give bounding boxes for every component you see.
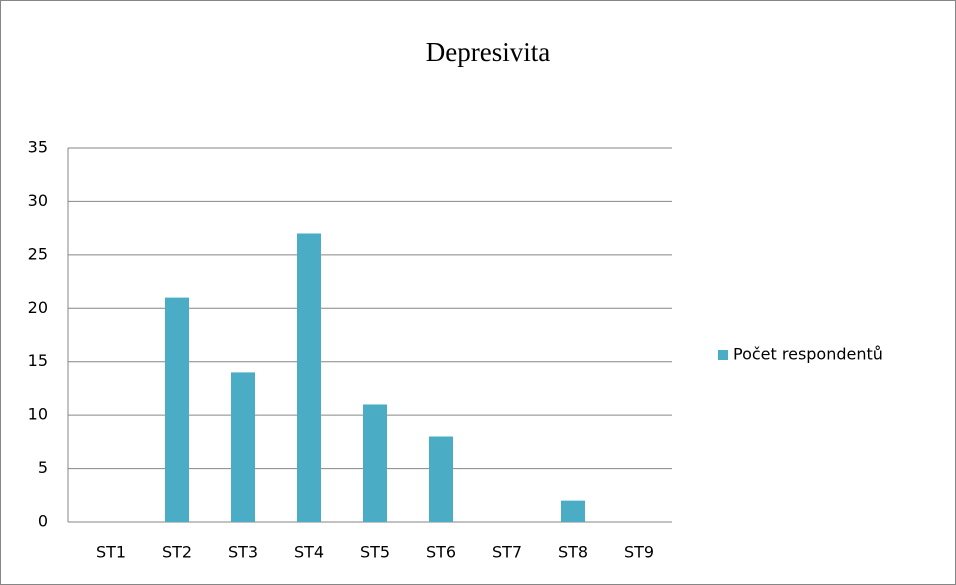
bar bbox=[297, 233, 321, 522]
y-tick-label: 10 bbox=[28, 405, 48, 424]
legend-swatch bbox=[718, 350, 728, 360]
y-tick-label: 25 bbox=[28, 244, 48, 263]
bar bbox=[429, 436, 453, 522]
bar bbox=[165, 297, 189, 522]
y-tick-label: 5 bbox=[38, 458, 48, 477]
y-tick-label: 15 bbox=[28, 351, 48, 370]
x-tick-label: ST8 bbox=[558, 543, 588, 562]
x-tick-label: ST1 bbox=[96, 543, 126, 562]
x-tick-label: ST4 bbox=[294, 543, 324, 562]
legend-label: Počet respondentů bbox=[733, 345, 883, 364]
bar bbox=[231, 372, 255, 522]
x-tick-label: ST9 bbox=[624, 543, 654, 562]
bar bbox=[561, 500, 585, 522]
y-tick-label: 0 bbox=[38, 512, 48, 531]
bar bbox=[363, 404, 387, 522]
y-tick-label: 30 bbox=[28, 191, 48, 210]
chart-title: Depresivita bbox=[426, 37, 550, 67]
x-tick-label: ST3 bbox=[228, 543, 258, 562]
x-tick-label: ST6 bbox=[426, 543, 456, 562]
y-tick-label: 20 bbox=[28, 298, 48, 317]
x-tick-label: ST7 bbox=[492, 543, 522, 562]
x-tick-label: ST5 bbox=[360, 543, 390, 562]
y-tick-label: 35 bbox=[28, 138, 48, 157]
x-tick-label: ST2 bbox=[162, 543, 192, 562]
